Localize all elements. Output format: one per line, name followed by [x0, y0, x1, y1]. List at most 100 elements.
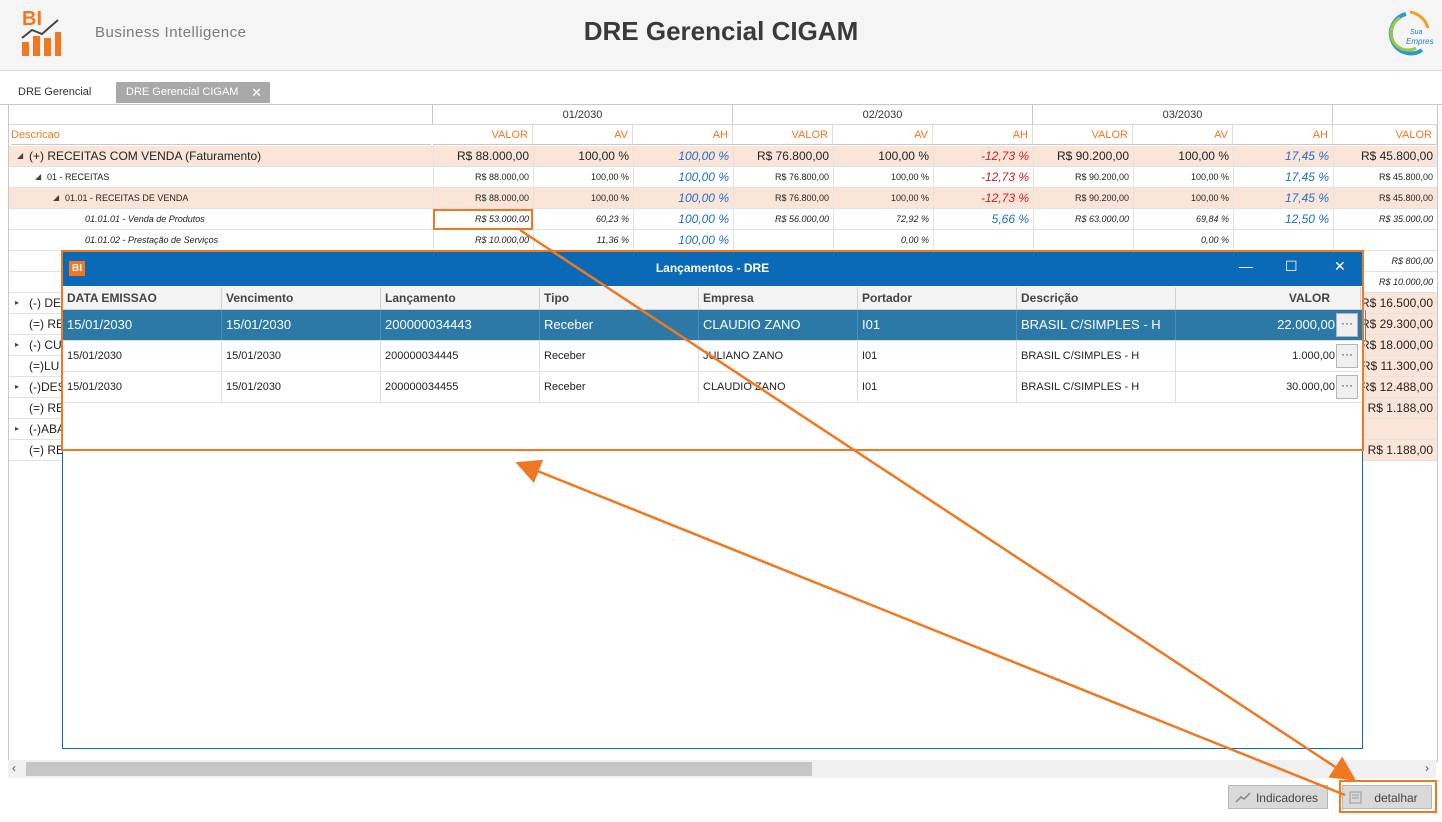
- cell-value: [1233, 230, 1333, 250]
- cell-value: -12,73 %: [933, 146, 1033, 166]
- cell-value: 100,00 %: [833, 167, 933, 187]
- chart-line-icon: [1235, 792, 1251, 803]
- tab-bar: DRE Gerencial DRE Gerencial CIGAM ✕: [0, 80, 1442, 105]
- row-description: (=) RE: [29, 317, 65, 331]
- cell-value: 100,00 %: [1133, 188, 1233, 208]
- table-row[interactable]: 01.01.02 - Prestação de Serviços R$ 10.00…: [9, 230, 1437, 251]
- row-description: 01.01.02 - Prestação de Serviços: [85, 235, 219, 245]
- table-cell: 15/01/2030: [63, 341, 222, 371]
- cell-value: 100,00 %: [633, 230, 733, 250]
- cell-value: R$ 90.200,00: [1033, 167, 1133, 187]
- app-subtitle: Business Intelligence: [95, 24, 247, 41]
- cell-value: 17,45 %: [1233, 146, 1333, 166]
- cell-value: R$ 90.200,00: [1033, 188, 1133, 208]
- cell-value: [933, 230, 1033, 250]
- cell-value: R$ 56.000,00: [733, 209, 833, 229]
- column-header: AH: [633, 125, 733, 145]
- month-header: 03/2030: [1033, 105, 1333, 125]
- row-description: (=) RE: [29, 401, 65, 415]
- table-row[interactable]: ◢ (+) RECEITAS COM VENDA (Faturamento) R$ …: [9, 146, 1437, 167]
- cell-value: 5,66 %: [933, 209, 1033, 229]
- collapse-icon[interactable]: ◢: [35, 172, 42, 181]
- table-row[interactable]: ◢ 01 - RECEITAS R$ 88.000,00 100,00 % 100,00…: [9, 167, 1437, 188]
- cell-value: [1333, 230, 1437, 250]
- app-header: [0, 0, 1442, 71]
- expand-icon[interactable]: ▸: [15, 340, 20, 349]
- bi-app-icon: BI: [69, 261, 85, 276]
- month-header: 01/2030: [433, 105, 733, 125]
- expand-icon[interactable]: ▸: [15, 298, 20, 307]
- row-description: 01.01.01 - Venda de Produtos: [85, 214, 205, 224]
- cell-value: R$ 10.000,00: [433, 230, 533, 250]
- close-icon[interactable]: ✕: [251, 85, 262, 100]
- scroll-left-icon[interactable]: ‹: [12, 761, 16, 775]
- table-row[interactable]: 01.01.01 - Venda de Produtos R$ 53.000,00…: [9, 209, 1437, 230]
- cell-value: 60,23 %: [533, 209, 633, 229]
- cell-value: 100,00 %: [833, 188, 933, 208]
- svg-text:Sua: Sua: [1410, 29, 1423, 36]
- cell-value: R$ 35.000,00: [1333, 209, 1437, 229]
- table-cell: 15/01/2030: [63, 310, 222, 340]
- cell-value: -12,73 %: [933, 188, 1033, 208]
- cell-value: 0,00 %: [833, 230, 933, 250]
- cell-value: R$ 45.800,00: [1333, 167, 1437, 187]
- collapse-icon[interactable]: ◢: [53, 193, 60, 202]
- grid-corner-header: [9, 105, 433, 125]
- expand-icon[interactable]: ▸: [15, 424, 20, 433]
- cell-value: 12,50 %: [1233, 209, 1333, 229]
- cell-value: [733, 230, 833, 250]
- row-description: (-)ABA: [29, 422, 65, 436]
- column-header[interactable]: DATA EMISSAO: [63, 287, 222, 309]
- row-description: (+) RECEITAS COM VENDA (Faturamento): [29, 149, 262, 163]
- cell-value: -12,73 %: [933, 167, 1033, 187]
- detalhar-button[interactable]: detalhar: [1342, 785, 1432, 809]
- expand-icon[interactable]: ▸: [15, 382, 20, 391]
- highlight-modal-box: [61, 250, 1364, 451]
- row-description: (=)LU: [29, 359, 60, 373]
- table-cell: 15/01/2030: [222, 372, 381, 402]
- cell-value: R$ 76.800,00: [733, 146, 833, 166]
- highlight-cell-box: [433, 209, 533, 230]
- logo-text: BI: [22, 8, 42, 30]
- column-header: AV: [833, 125, 933, 145]
- column-header: AV: [533, 125, 633, 145]
- cell-value: R$ 63.000,00: [1033, 209, 1133, 229]
- cell-value: 100,00 %: [633, 209, 733, 229]
- row-description: (-)DES: [29, 380, 66, 394]
- cell-value: R$ 88.000,00: [433, 188, 533, 208]
- tab-label: DRE Gerencial: [18, 86, 92, 98]
- bi-logo-icon: [21, 19, 61, 56]
- cell-value: 100,00 %: [1133, 146, 1233, 166]
- indicadores-button[interactable]: Indicadores: [1228, 785, 1328, 809]
- cell-value: 100,00 %: [533, 146, 633, 166]
- cell-value: 100,00 %: [533, 167, 633, 187]
- cell-value: 100,00 %: [533, 188, 633, 208]
- column-header: VALOR: [1033, 125, 1133, 145]
- tab-dre-gerencial-cigam[interactable]: DRE Gerencial CIGAM ✕: [116, 82, 270, 103]
- row-description: (-) DE: [29, 296, 61, 310]
- cell-value: R$ 45.800,00: [1333, 188, 1437, 208]
- cell-value: 0,00 %: [1133, 230, 1233, 250]
- tab-dre-gerencial[interactable]: DRE Gerencial: [8, 82, 118, 103]
- row-description: (=) RE: [29, 443, 65, 457]
- cell-value: 17,45 %: [1233, 188, 1333, 208]
- cell-value: 72,92 %: [833, 209, 933, 229]
- cell-value: R$ 76.800,00: [733, 188, 833, 208]
- row-description: (-) CU: [29, 338, 62, 352]
- svg-text:Empresa: Empresa: [1406, 37, 1434, 46]
- scrollbar-thumb[interactable]: [26, 762, 812, 776]
- column-header: VALOR: [433, 125, 533, 145]
- column-header: VALOR: [1333, 125, 1437, 145]
- column-header[interactable]: Vencimento: [222, 287, 381, 309]
- column-header: VALOR: [733, 125, 833, 145]
- cell-value: R$ 45.800,00: [1333, 146, 1437, 166]
- scroll-right-icon[interactable]: ›: [1425, 761, 1429, 775]
- collapse-icon[interactable]: ◢: [17, 151, 24, 160]
- cell-value: 17,45 %: [1233, 167, 1333, 187]
- cell-value: R$ 90.200,00: [1033, 146, 1133, 166]
- cell-value: R$ 88.000,00: [433, 146, 533, 166]
- cell-value: 100,00 %: [633, 188, 733, 208]
- page-title: DRE Gerencial CIGAM: [583, 16, 859, 46]
- cell-value: 11,36 %: [533, 230, 633, 250]
- table-row[interactable]: ◢ 01.01 - RECEITAS DE VENDA R$ 88.000,00 10…: [9, 188, 1437, 209]
